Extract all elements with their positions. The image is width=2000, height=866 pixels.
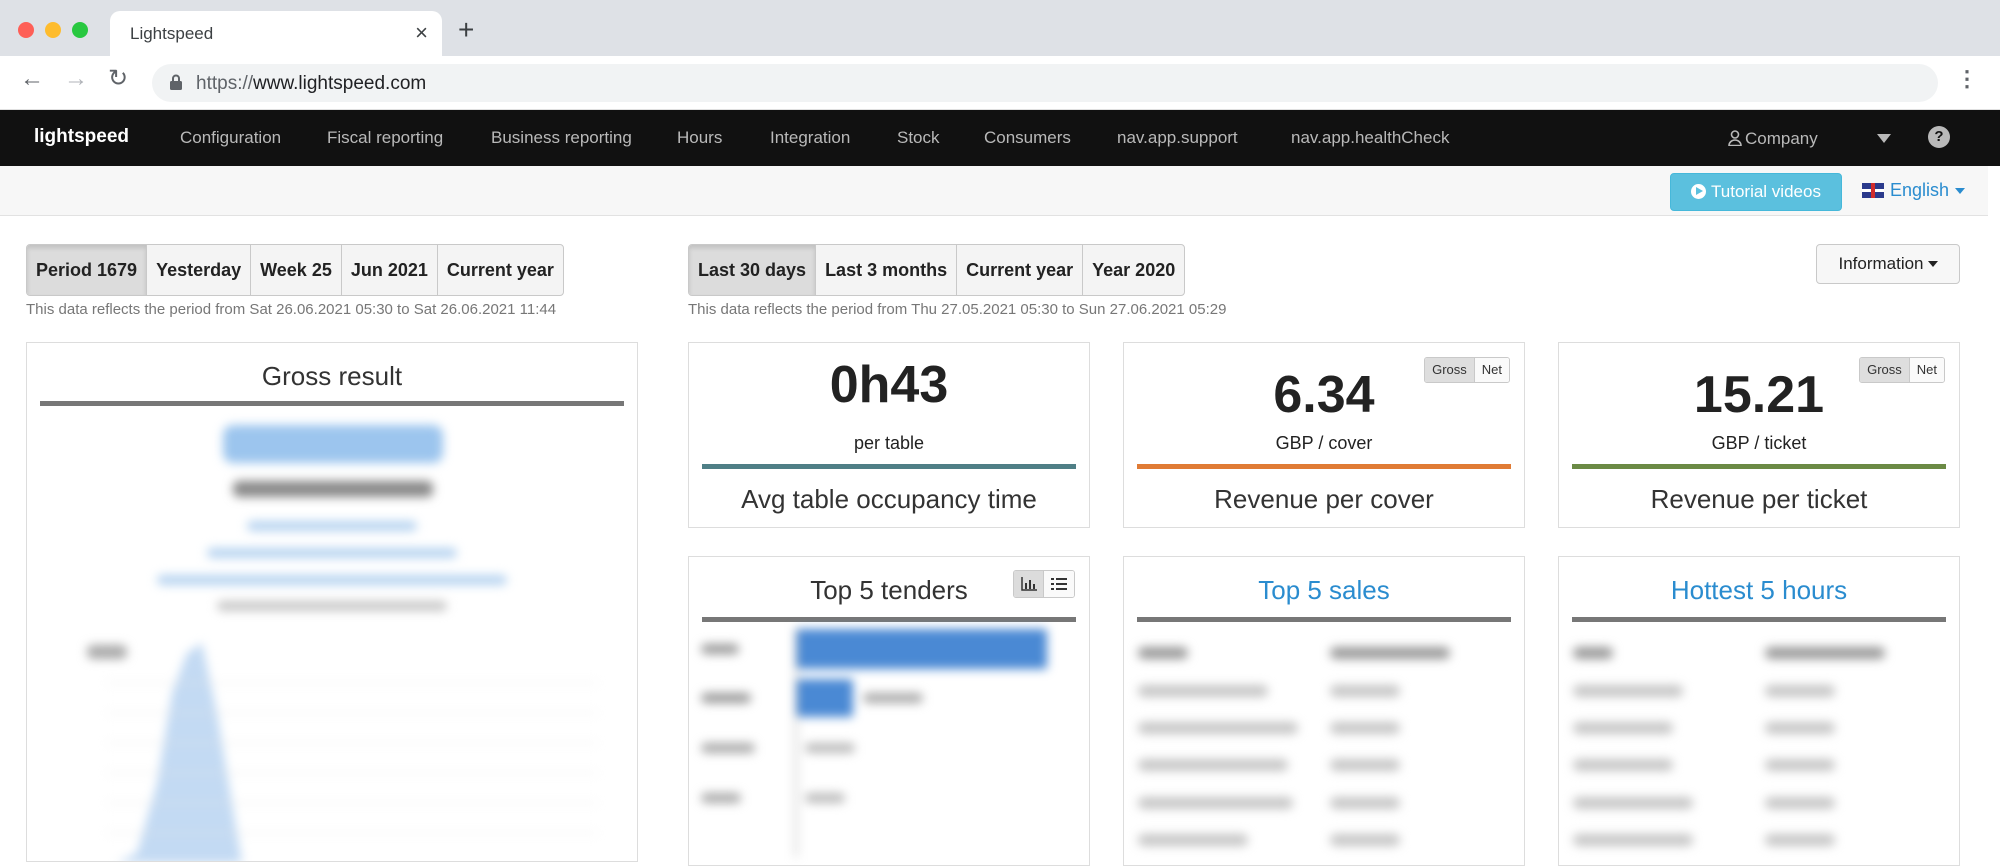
top-sales-title[interactable]: Top 5 sales bbox=[1258, 575, 1390, 605]
close-window-button[interactable] bbox=[18, 22, 34, 38]
forward-arrow-icon[interactable]: → bbox=[64, 65, 88, 92]
occupancy-color-bar bbox=[702, 464, 1076, 469]
uk-flag-icon bbox=[1862, 183, 1884, 198]
period-1679-button[interactable]: Period 1679 bbox=[27, 245, 148, 295]
top-sales-panel: Top 5 sales bbox=[1123, 556, 1525, 866]
close-tab-icon[interactable]: × bbox=[415, 20, 428, 45]
caret-down-icon bbox=[1927, 261, 1938, 267]
cover-gross-button[interactable]: Gross bbox=[1425, 358, 1475, 382]
current-year-button-right[interactable]: Current year bbox=[957, 245, 1084, 295]
company-menu[interactable]: Company bbox=[1728, 128, 1818, 149]
top-tenders-title: Top 5 tenders bbox=[810, 575, 968, 605]
gross-result-title: Gross result bbox=[261, 361, 403, 391]
occupancy-unit: per table bbox=[853, 433, 925, 453]
per-cover-unit: GBP / cover bbox=[1275, 433, 1373, 453]
occupancy-label: Avg table occupancy time bbox=[741, 484, 1037, 514]
nav-health-check[interactable]: nav.app.healthCheck bbox=[1291, 128, 1450, 147]
last-3-months-button[interactable]: Last 3 months bbox=[816, 245, 958, 295]
user-icon bbox=[1728, 130, 1742, 147]
browser-tab[interactable]: Lightspeed × bbox=[110, 11, 442, 56]
per-ticket-color-bar bbox=[1572, 464, 1946, 469]
tutorial-videos-button[interactable]: Tutorial videos bbox=[1670, 173, 1842, 211]
panel-divider bbox=[1137, 617, 1511, 622]
per-ticket-unit: GBP / ticket bbox=[1711, 433, 1807, 453]
browser-menu-icon[interactable]: ⋮ bbox=[1956, 66, 1978, 91]
nav-consumers[interactable]: Consumers bbox=[984, 128, 1071, 147]
language-dropdown[interactable]: English bbox=[1862, 180, 1966, 201]
maximize-window-button[interactable] bbox=[72, 22, 88, 38]
last-30-days-button[interactable]: Last 30 days bbox=[689, 245, 817, 295]
revenue-per-ticket-panel: Gross Net 15.21 GBP / ticket Revenue per… bbox=[1558, 342, 1960, 528]
nav-fiscal-reporting[interactable]: Fiscal reporting bbox=[327, 128, 444, 147]
help-icon[interactable]: ? bbox=[1928, 126, 1950, 148]
top-tenders-panel: Top 5 tenders bbox=[688, 556, 1090, 866]
browser-toolbar: ← → ↻ https://www.lightspeed.com ⋮ bbox=[0, 56, 2000, 110]
year-2020-button[interactable]: Year 2020 bbox=[1092, 260, 1176, 280]
jun-2021-button[interactable]: Jun 2021 bbox=[342, 245, 438, 295]
nav-business-reporting[interactable]: Business reporting bbox=[491, 128, 632, 147]
revenue-per-cover-panel: Gross Net 6.34 GBP / cover Revenue per c… bbox=[1123, 342, 1525, 528]
account-dropdown-icon[interactable] bbox=[1877, 134, 1891, 143]
left-period-note: This data reflects the period from Sat 2… bbox=[26, 301, 557, 318]
nav-support[interactable]: nav.app.support bbox=[1117, 128, 1238, 147]
url-text: https://www.lightspeed.com bbox=[196, 73, 427, 94]
panel-divider bbox=[40, 401, 624, 406]
panel-divider bbox=[702, 617, 1076, 622]
hottest-hours-panel: Hottest 5 hours bbox=[1558, 556, 1960, 866]
reload-icon[interactable]: ↻ bbox=[108, 65, 129, 92]
lock-icon bbox=[170, 74, 182, 90]
ticket-net-button[interactable]: Net bbox=[1909, 358, 1944, 382]
play-icon bbox=[1691, 184, 1707, 199]
information-dropdown-button[interactable]: Information bbox=[1816, 244, 1960, 284]
right-period-note: This data reflects the period from Thu 2… bbox=[688, 301, 1227, 318]
tenders-view-toggle bbox=[1013, 570, 1075, 598]
chevron-down-icon bbox=[1955, 188, 1966, 194]
bar-chart-icon[interactable] bbox=[1014, 571, 1044, 597]
subheader-bar: Tutorial videos English bbox=[0, 166, 1988, 216]
browser-tab-strip: Lightspeed × + bbox=[0, 0, 2000, 56]
occupancy-value: 0h43 bbox=[829, 356, 949, 414]
main-navbar: lightspeed Configuration Fiscal reportin… bbox=[0, 110, 2000, 166]
current-year-button[interactable]: Current year bbox=[446, 260, 554, 280]
per-cover-color-bar bbox=[1137, 464, 1511, 469]
per-ticket-label: Revenue per ticket bbox=[1650, 484, 1868, 514]
week-25-button[interactable]: Week 25 bbox=[251, 245, 342, 295]
ticket-gross-button[interactable]: Gross bbox=[1860, 358, 1910, 382]
minimize-window-button[interactable] bbox=[45, 22, 61, 38]
list-icon[interactable] bbox=[1044, 571, 1074, 597]
new-tab-button[interactable]: + bbox=[458, 14, 475, 45]
nav-configuration[interactable]: Configuration bbox=[180, 128, 282, 147]
ticket-gross-net-toggle: Gross Net bbox=[1859, 357, 1945, 383]
cover-net-button[interactable]: Net bbox=[1474, 358, 1509, 382]
per-cover-label: Revenue per cover bbox=[1214, 484, 1434, 514]
nav-hours[interactable]: Hours bbox=[677, 128, 723, 147]
nav-integration[interactable]: Integration bbox=[770, 128, 851, 147]
per-cover-value: 6.34 bbox=[1273, 366, 1375, 424]
per-ticket-value: 15.21 bbox=[1693, 366, 1825, 424]
address-bar[interactable]: https://www.lightspeed.com bbox=[152, 64, 1938, 102]
nav-stock[interactable]: Stock bbox=[897, 128, 940, 147]
back-arrow-icon[interactable]: ← bbox=[20, 65, 44, 92]
brand-logo[interactable]: lightspeed bbox=[34, 126, 130, 147]
left-period-selector: Period 1679 Yesterday Week 25 Jun 2021 C… bbox=[26, 244, 564, 296]
panel-divider bbox=[1572, 617, 1946, 622]
gross-result-panel: Gross result bbox=[26, 342, 638, 862]
table-occupancy-panel: 0h43 per table Avg table occupancy time bbox=[688, 342, 1090, 528]
tab-title: Lightspeed bbox=[130, 24, 214, 43]
cover-gross-net-toggle: Gross Net bbox=[1424, 357, 1510, 383]
yesterday-button[interactable]: Yesterday bbox=[147, 245, 252, 295]
hottest-hours-title[interactable]: Hottest 5 hours bbox=[1670, 575, 1848, 605]
right-period-selector: Last 30 days Last 3 months Current year … bbox=[688, 244, 1186, 296]
